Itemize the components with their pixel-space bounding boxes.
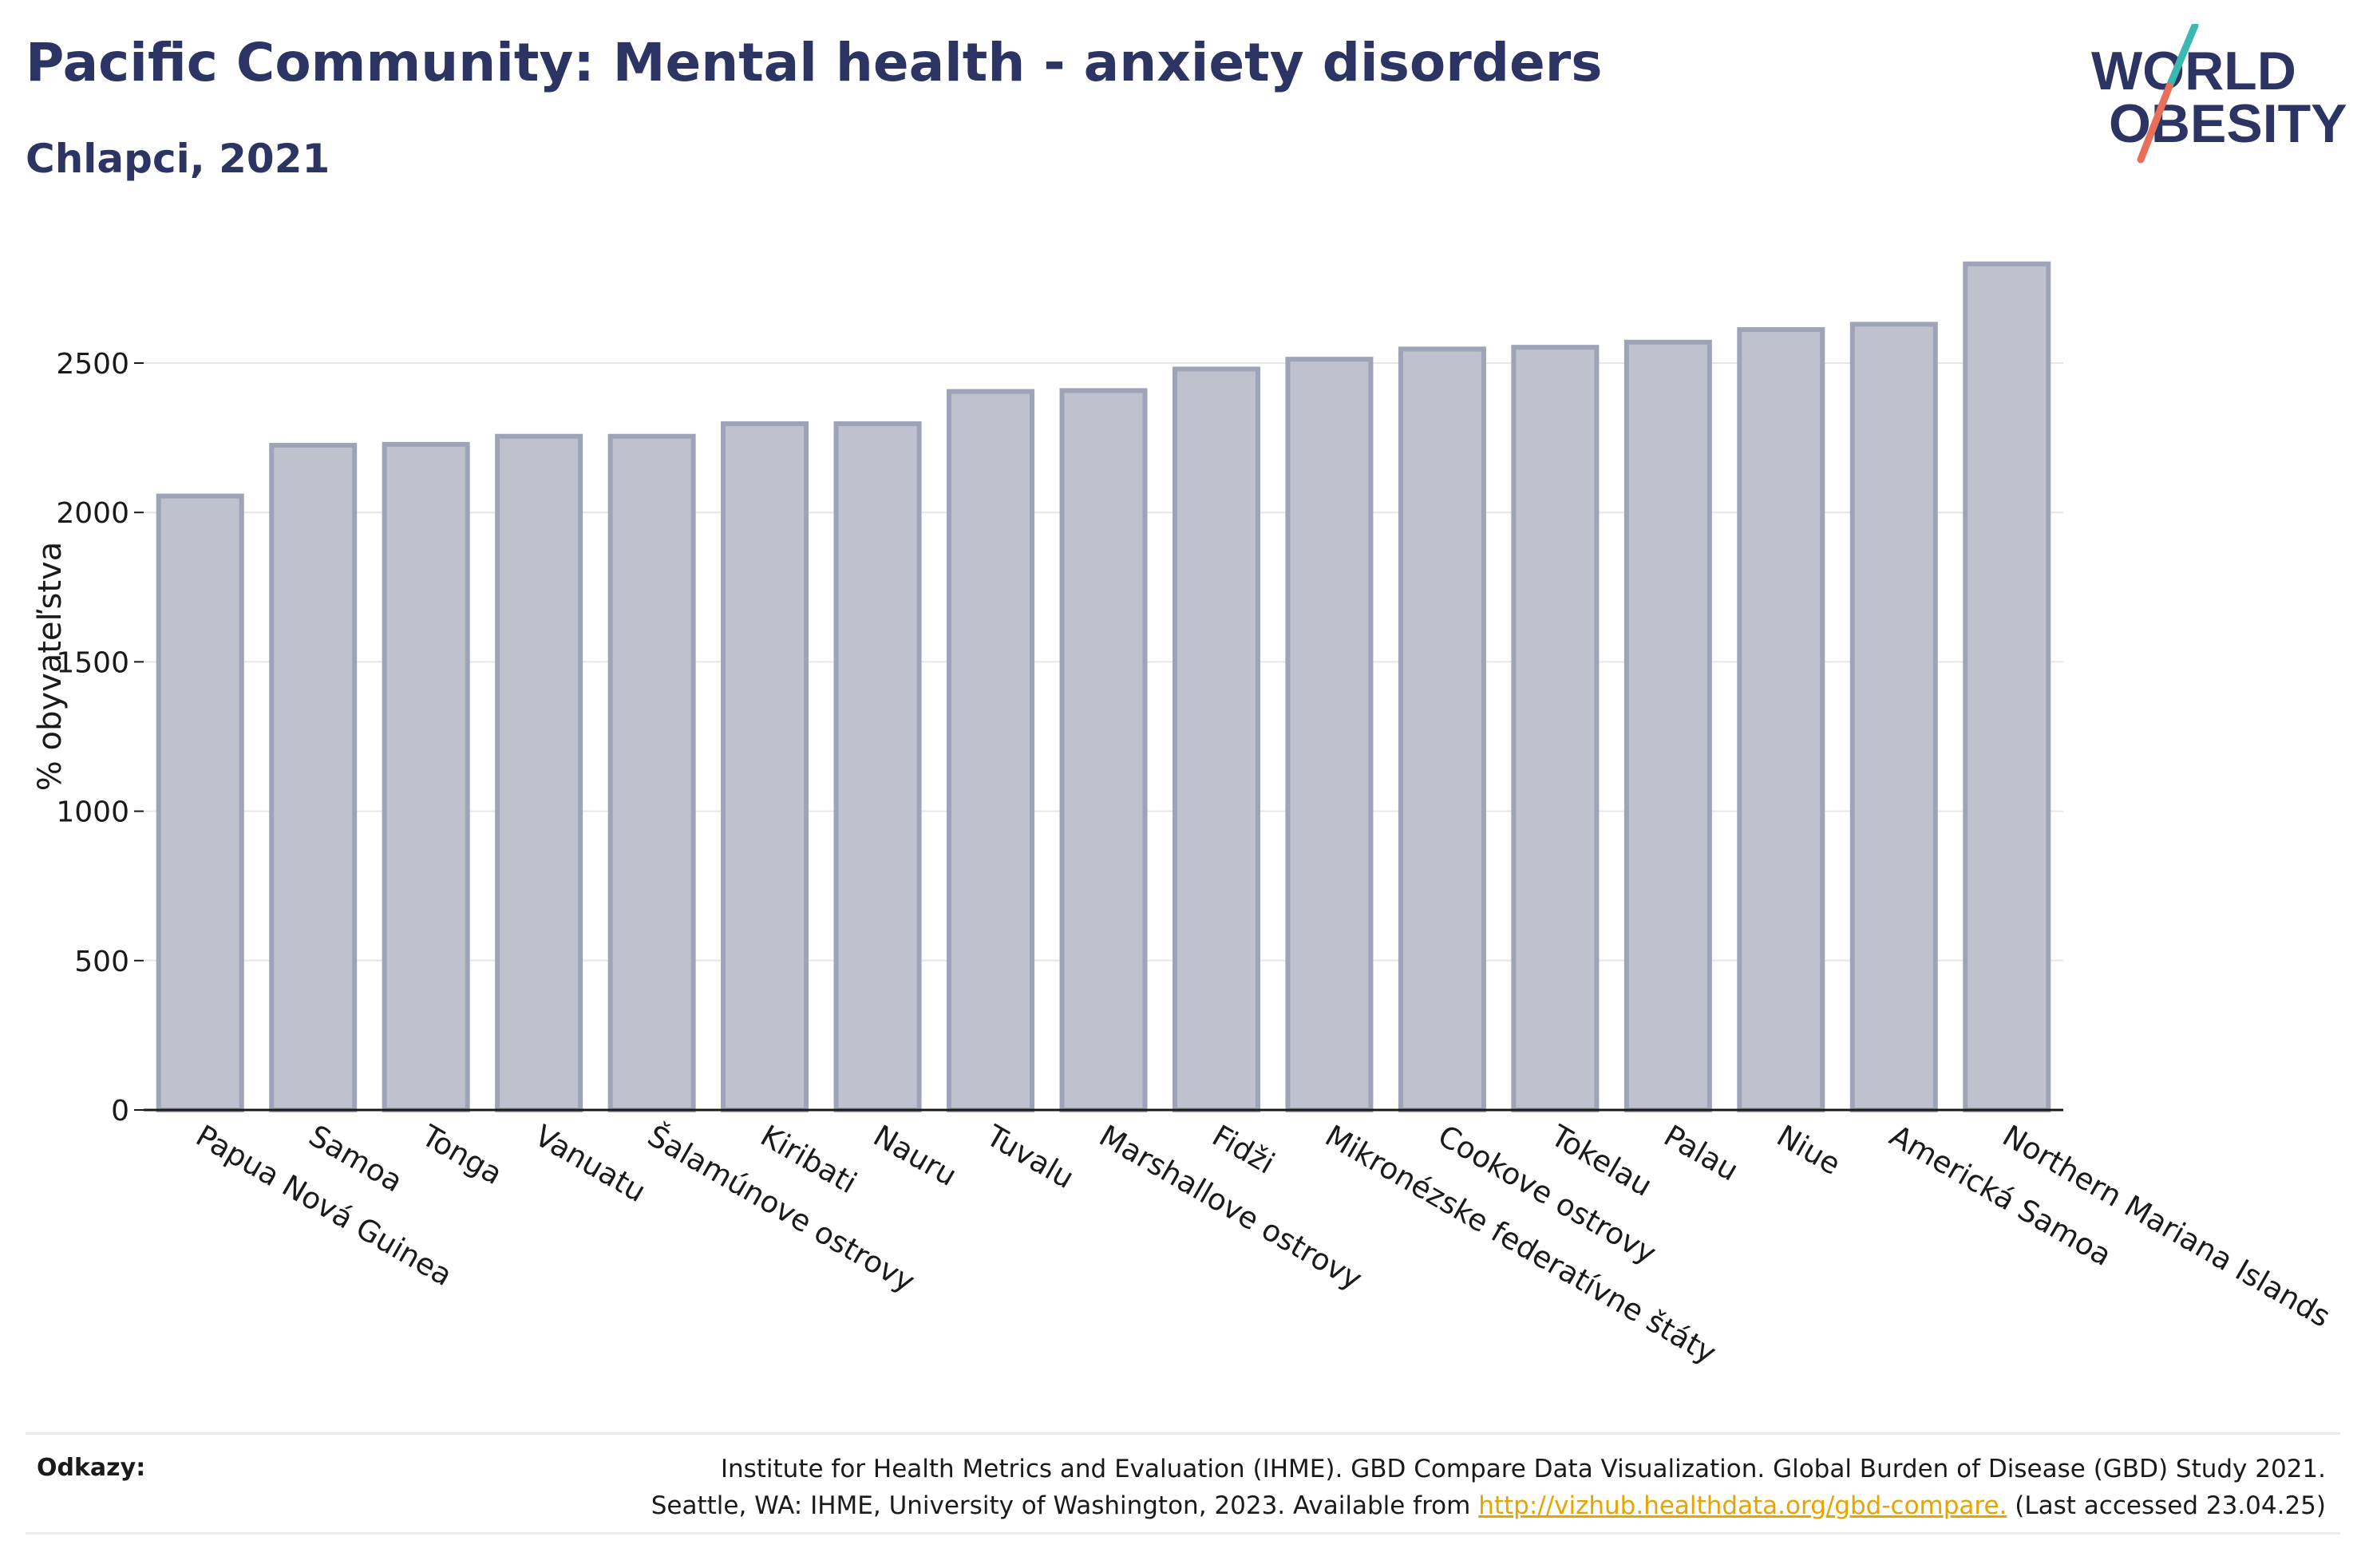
bar-17 bbox=[1963, 261, 2051, 1112]
reference-line-2-prefix: Seattle, WA: IHME, University of Washing… bbox=[651, 1491, 1479, 1520]
chart-subtitle: Chlapci, 2021 bbox=[26, 136, 330, 182]
x-tick-label-8: Tuvalu bbox=[980, 1118, 1080, 1195]
logo-slash-coral bbox=[2137, 82, 2173, 164]
y-tick-label-2500: 2500 bbox=[56, 348, 129, 381]
bar-10 bbox=[1172, 366, 1260, 1113]
y-tick-labels: 0 500 1000 1500 2000 2500 bbox=[56, 348, 129, 1128]
bar-9 bbox=[1059, 388, 1148, 1112]
bars bbox=[156, 261, 2051, 1113]
x-tick-label-15: Niue bbox=[1771, 1119, 1846, 1182]
bar-1 bbox=[156, 493, 244, 1112]
x-tick-label-10: Fidži bbox=[1206, 1119, 1280, 1181]
y-tick-label-2000: 2000 bbox=[56, 497, 129, 530]
footer-divider-bottom bbox=[26, 1532, 2340, 1534]
logo-slash-teal bbox=[2165, 24, 2199, 90]
x-tick-label-7: Nauru bbox=[868, 1119, 963, 1193]
bar-3 bbox=[382, 441, 470, 1112]
logo-text-world: WORLD bbox=[2091, 41, 2296, 101]
bar-4 bbox=[495, 433, 583, 1112]
reference-link[interactable]: http://vizhub.healthdata.org/gbd-compare… bbox=[1478, 1491, 2007, 1520]
bar-2 bbox=[269, 442, 358, 1112]
world-obesity-logo: WORLD OBESITY bbox=[2091, 24, 2347, 164]
bar-5 bbox=[607, 433, 696, 1112]
y-tick-label-500: 500 bbox=[74, 946, 129, 978]
bar-16 bbox=[1849, 322, 1938, 1112]
y-tick-label-1000: 1000 bbox=[56, 796, 129, 829]
axes bbox=[134, 362, 2063, 1112]
references-label: Odkazy: bbox=[37, 1454, 146, 1482]
y-tick-label-0: 0 bbox=[111, 1095, 129, 1128]
bar-15 bbox=[1737, 327, 1825, 1112]
x-tick-label-14: Palau bbox=[1658, 1119, 1744, 1188]
x-tick-label-3: Tonga bbox=[415, 1118, 508, 1191]
y-tick-label-1500: 1500 bbox=[56, 646, 129, 679]
bar-14 bbox=[1623, 339, 1712, 1112]
reference-line-2: Seattle, WA: IHME, University of Washing… bbox=[651, 1487, 2326, 1524]
reference-line-2-suffix: (Last accessed 23.04.25) bbox=[2007, 1491, 2326, 1520]
bar-12 bbox=[1398, 346, 1486, 1112]
bar-6 bbox=[721, 421, 809, 1112]
reference-line-1: Institute for Health Metrics and Evaluat… bbox=[720, 1455, 2326, 1483]
x-tick-label-4: Vanuatu bbox=[529, 1119, 652, 1210]
x-tick-label-11: Mikronézske federatívne štáty bbox=[1319, 1119, 1722, 1371]
chart-title: Pacific Community: Mental health - anxie… bbox=[26, 32, 1603, 93]
bar-13 bbox=[1511, 345, 1600, 1112]
bar-7 bbox=[833, 421, 922, 1112]
bar-11 bbox=[1285, 357, 1374, 1112]
bar-8 bbox=[947, 389, 1035, 1112]
footer-divider-top bbox=[26, 1432, 2340, 1435]
references-text: Institute for Health Metrics and Evaluat… bbox=[651, 1451, 2326, 1524]
y-axis-label: % obyvateľstva bbox=[32, 542, 69, 791]
